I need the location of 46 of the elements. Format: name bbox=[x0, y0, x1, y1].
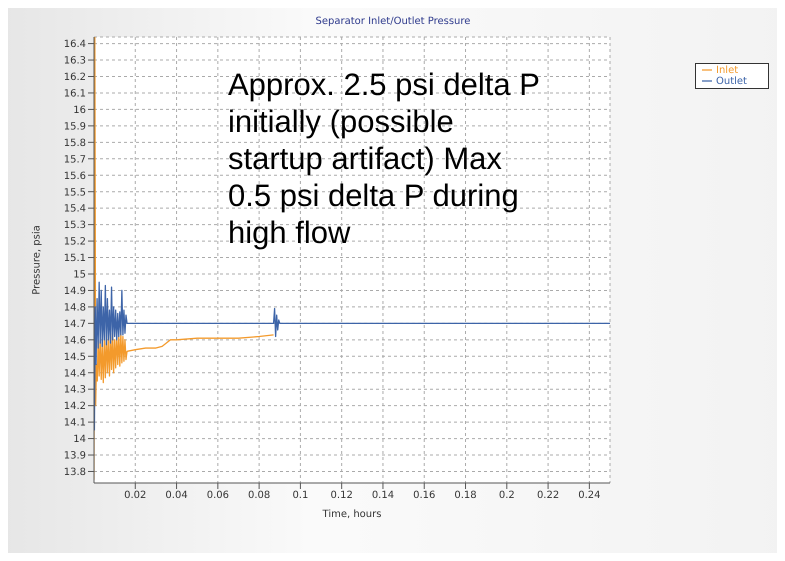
x-tick-label: 0.1 bbox=[292, 490, 308, 502]
y-tick-label: 16.2 bbox=[64, 72, 86, 84]
y-tick-label: 15.4 bbox=[64, 204, 86, 215]
y-axis-title: Pressure, psia bbox=[32, 225, 43, 295]
x-tick-label: 0.08 bbox=[248, 490, 270, 502]
x-tick-label: 0.02 bbox=[124, 490, 146, 502]
y-tick-label: 16 bbox=[73, 104, 86, 116]
y-tick-label: 15 bbox=[73, 270, 86, 281]
y-tick-label: 15.8 bbox=[64, 138, 86, 149]
y-tick-label: 14.7 bbox=[64, 318, 86, 330]
y-tick-label: 14.5 bbox=[64, 352, 86, 363]
y-tick-label: 13.8 bbox=[64, 467, 86, 478]
x-tick-label: 0.22 bbox=[536, 490, 560, 502]
line-series bbox=[94, 282, 610, 431]
x-tick-label: 0.16 bbox=[413, 490, 436, 502]
y-tick-label: 15.2 bbox=[64, 236, 86, 248]
y-tick-label: 16.3 bbox=[64, 56, 86, 67]
y-tick-label: 14.9 bbox=[64, 286, 86, 297]
x-axis-title: Time, hours bbox=[322, 509, 382, 520]
chart-title: Separator Inlet/Outlet Pressure bbox=[314, 16, 472, 27]
y-tick-label: 14.4 bbox=[64, 368, 86, 380]
x-tick-label: 0.2 bbox=[498, 490, 515, 502]
legend-label: Outlet bbox=[716, 76, 747, 87]
x-tick-label: 0.04 bbox=[165, 490, 188, 502]
annotation: Approx. 2.5 psi delta P initially (possible startup artifact) Max 0.5 psi delta P during high flow bbox=[228, 66, 540, 251]
y-tick-label: 14 bbox=[73, 434, 86, 446]
y-tick-label: 15.5 bbox=[64, 187, 86, 198]
x-tick-label: 0.18 bbox=[454, 490, 477, 502]
y-tick-label: 14.1 bbox=[64, 418, 86, 429]
y-tick-label: 16.4 bbox=[64, 39, 86, 50]
y-tick-label: 15.6 bbox=[64, 170, 86, 182]
y-tick-label: 15.7 bbox=[64, 154, 86, 166]
legend-label: Inlet bbox=[716, 65, 738, 76]
x-tick-label: 0.14 bbox=[372, 490, 394, 502]
y-tick-label: 15.9 bbox=[64, 121, 86, 132]
y-tick-label: 14.8 bbox=[64, 302, 86, 314]
y-tick-label: 16.1 bbox=[64, 88, 86, 100]
x-tick-label: 0.24 bbox=[578, 490, 600, 502]
y-tick-label: 14.2 bbox=[64, 401, 86, 412]
x-tick-label: 0.12 bbox=[330, 490, 353, 502]
y-tick-label: 14.3 bbox=[64, 384, 86, 396]
y-tick-label: 14.6 bbox=[64, 335, 86, 346]
y-tick-label: 13.9 bbox=[64, 450, 86, 462]
x-tick-label: 0.06 bbox=[206, 490, 229, 502]
y-tick-label: 15.3 bbox=[64, 220, 86, 232]
y-tick-label: 15.1 bbox=[64, 253, 86, 264]
